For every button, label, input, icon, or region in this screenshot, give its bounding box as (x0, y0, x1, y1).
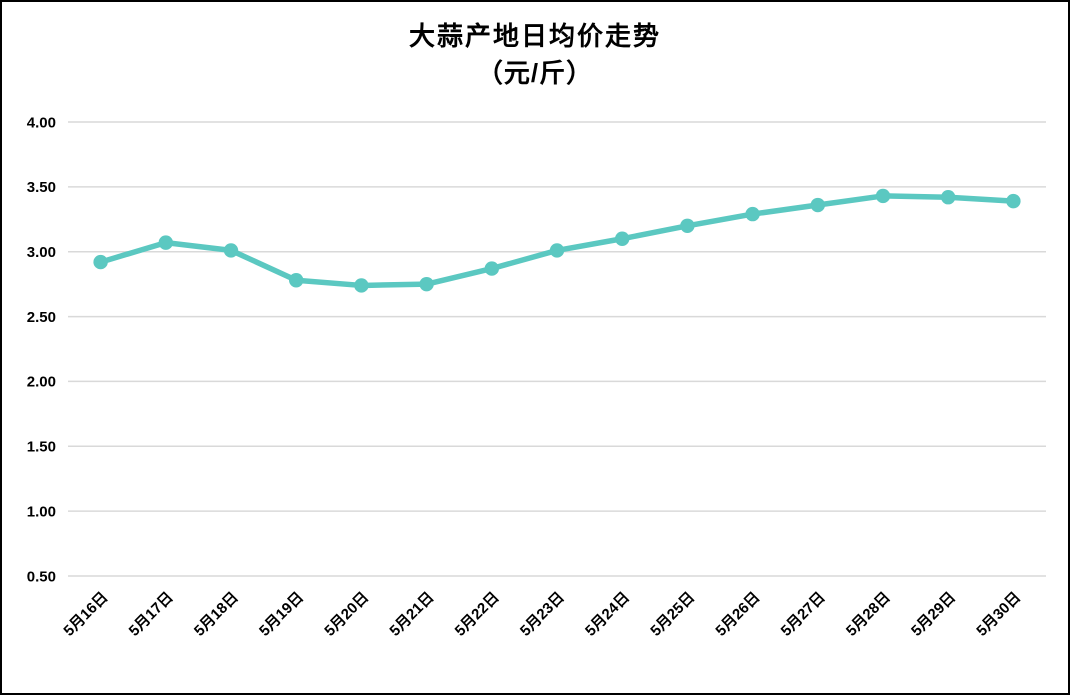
x-axis-tick-label: 5月30日 (973, 589, 1024, 640)
y-axis-tick-label: 2.50 (27, 309, 56, 326)
x-axis-tick-label: 5月25日 (647, 589, 698, 640)
data-point (1006, 193, 1021, 209)
x-axis-tick-label: 5月18日 (191, 589, 242, 640)
data-point (615, 231, 630, 246)
price-trend-line (97, 193, 1017, 289)
data-point (680, 218, 695, 233)
data-point (158, 235, 173, 250)
x-axis-tick-label: 5月16日 (60, 589, 111, 640)
data-point (419, 276, 434, 292)
data-point (354, 278, 369, 293)
chart-title-block: 大蒜产地日均价走势 （元/斤） (2, 18, 1068, 92)
y-axis-tick-label: 4.00 (27, 114, 56, 131)
y-axis-tick-label: 0.50 (27, 568, 56, 585)
x-axis-tick-label: 5月22日 (452, 589, 503, 640)
x-axis-tick-label: 5月20日 (321, 589, 372, 640)
x-axis-tick-label: 5月27日 (778, 589, 829, 640)
x-axis-tick-label: 5月23日 (517, 589, 568, 640)
x-axis-tick-label: 5月28日 (843, 589, 894, 640)
data-point (875, 188, 891, 204)
y-axis-tick-label: 1.50 (27, 439, 56, 456)
data-point (223, 243, 239, 258)
data-point (941, 190, 956, 205)
y-axis-tick-label: 1.00 (27, 503, 56, 520)
x-axis-tick-label: 5月24日 (582, 589, 633, 640)
data-point (484, 261, 499, 276)
data-point (289, 273, 304, 288)
x-axis-tick-label: 5月21日 (386, 589, 437, 640)
chart-title: 大蒜产地日均价走势 (408, 21, 661, 51)
data-point (810, 197, 825, 213)
chart-subtitle: （元/斤） (476, 58, 594, 88)
y-axis-tick-label: 3.00 (27, 244, 56, 261)
x-axis-tick-label: 5月29日 (908, 589, 959, 640)
x-axis-tick-label: 5月26日 (712, 589, 763, 640)
data-point (93, 254, 108, 270)
data-point (745, 206, 760, 222)
x-axis-tick-label: 5月19日 (256, 589, 307, 640)
data-point (549, 243, 565, 258)
y-axis-tick-label: 2.00 (27, 374, 56, 391)
x-axis-tick-label: 5月17日 (126, 589, 177, 640)
y-axis-tick-label: 3.50 (27, 179, 56, 196)
